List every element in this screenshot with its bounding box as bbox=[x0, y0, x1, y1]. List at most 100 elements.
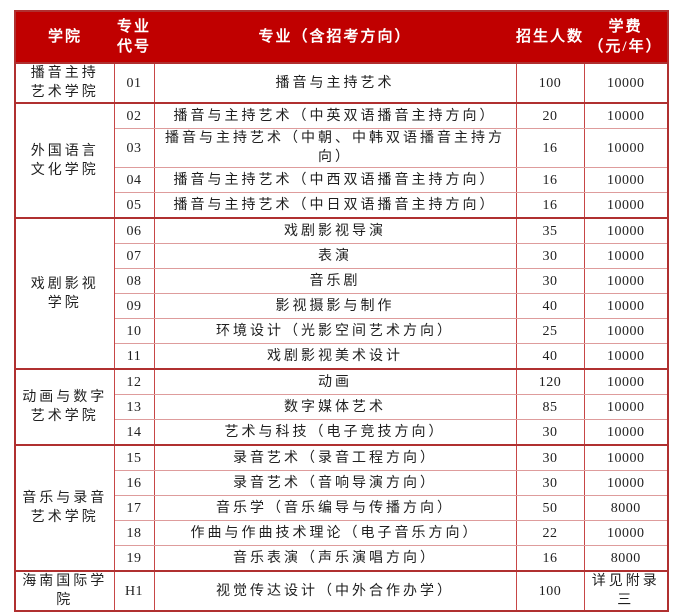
enrollment-cell: 100 bbox=[515, 62, 585, 104]
college-cell: 播音主持 艺术学院 bbox=[14, 62, 115, 104]
enrollment-cell: 30 bbox=[515, 243, 585, 269]
header-row: 学院 专业 代号 专业（含招考方向） 招生人数 学费 （元/年） bbox=[15, 11, 668, 64]
major-cell: 艺术与科技（电子竞技方向） bbox=[153, 419, 517, 446]
table-row: 11 戏剧影视美术设计 40 10000 bbox=[15, 343, 669, 370]
col-header-enrollment: 招生人数 bbox=[516, 11, 584, 64]
table-row: 05 播音与主持艺术（中日双语播音主持方向） 16 10000 bbox=[15, 192, 669, 219]
enrollment-cell: 16 bbox=[515, 128, 585, 168]
enrollment-cell: 100 bbox=[515, 570, 585, 612]
major-cell: 播音与主持艺术（中西双语播音主持方向） bbox=[153, 167, 517, 193]
tuition-cell: 详见附录三 bbox=[583, 570, 669, 612]
enrollment-cell: 25 bbox=[515, 318, 585, 344]
major-code-cell: 03 bbox=[113, 128, 155, 168]
enrollment-cell: 30 bbox=[515, 470, 585, 496]
major-cell: 戏剧影视导演 bbox=[153, 217, 517, 244]
enrollment-cell: 20 bbox=[515, 102, 585, 129]
enrollment-cell: 22 bbox=[515, 520, 585, 546]
tuition-cell: 10000 bbox=[583, 470, 669, 496]
enrollment-cell: 16 bbox=[515, 545, 585, 572]
table-row: 海南国际学院 H1 视觉传达设计（中外合作办学） 100 详见附录三 bbox=[14, 570, 669, 612]
major-cell: 作曲与作曲技术理论（电子音乐方向） bbox=[153, 520, 517, 546]
major-cell: 播音与主持艺术 bbox=[153, 62, 517, 104]
table-row: 03 播音与主持艺术（中朝、中韩双语播音主持方向） 16 10000 bbox=[15, 128, 669, 168]
major-code-cell: 15 bbox=[113, 444, 155, 471]
major-code-cell: 09 bbox=[113, 293, 155, 319]
college-cell: 动画与数字 艺术学院 bbox=[14, 368, 115, 446]
table-row: 09 影视摄影与制作 40 10000 bbox=[15, 293, 669, 319]
table-row: 16 录音艺术（音响导演方向） 30 10000 bbox=[15, 470, 669, 496]
major-cell: 音乐学（音乐编导与传播方向） bbox=[153, 495, 517, 521]
major-cell: 数字媒体艺术 bbox=[153, 394, 517, 420]
table-header: 学院 专业 代号 专业（含招考方向） 招生人数 学费 （元/年） bbox=[15, 11, 668, 64]
major-code-cell: 10 bbox=[113, 318, 155, 344]
major-code-cell: 14 bbox=[113, 419, 155, 446]
major-code-cell: 12 bbox=[113, 368, 155, 395]
major-code-cell: 04 bbox=[113, 167, 155, 193]
enrollment-cell: 120 bbox=[515, 368, 585, 395]
major-cell: 音乐表演（声乐演唱方向） bbox=[153, 545, 517, 572]
tuition-cell: 10000 bbox=[583, 62, 669, 104]
col-header-major-code: 专业 代号 bbox=[114, 11, 154, 64]
tuition-cell: 10000 bbox=[583, 102, 669, 129]
enrollment-cell: 40 bbox=[515, 343, 585, 370]
table-row: 19 音乐表演（声乐演唱方向） 16 8000 bbox=[15, 545, 669, 572]
major-code-cell: 05 bbox=[113, 192, 155, 219]
major-cell: 音乐剧 bbox=[153, 268, 517, 294]
table-row: 音乐与录音 艺术学院 15 录音艺术（录音工程方向） 30 10000 bbox=[14, 444, 669, 572]
major-cell: 录音艺术（录音工程方向） bbox=[153, 444, 517, 471]
tuition-cell: 10000 bbox=[583, 368, 669, 395]
table-body: 播音主持 艺术学院 01 播音与主持艺术 100 10000 外国语言 文化学院 02 播音与… bbox=[14, 62, 669, 612]
tuition-cell: 10000 bbox=[583, 318, 669, 344]
enrollment-cell: 50 bbox=[515, 495, 585, 521]
enrollment-cell: 30 bbox=[515, 419, 585, 446]
major-cell: 播音与主持艺术（中朝、中韩双语播音主持方向） bbox=[153, 128, 517, 168]
tuition-cell: 10000 bbox=[583, 243, 669, 269]
admissions-table: 学院 专业 代号 专业（含招考方向） 招生人数 学费 （元/年） 播音主持 艺术… bbox=[14, 10, 669, 612]
enrollment-cell: 16 bbox=[515, 192, 585, 219]
college-cell: 海南国际学院 bbox=[14, 570, 115, 612]
tuition-cell: 10000 bbox=[583, 128, 669, 168]
tuition-cell: 10000 bbox=[583, 444, 669, 471]
major-cell: 影视摄影与制作 bbox=[153, 293, 517, 319]
col-header-major: 专业（含招考方向） bbox=[154, 11, 516, 64]
enrollment-cell: 30 bbox=[515, 268, 585, 294]
enrollment-cell: 85 bbox=[515, 394, 585, 420]
table-row: 04 播音与主持艺术（中西双语播音主持方向） 16 10000 bbox=[15, 167, 669, 193]
college-cell: 外国语言 文化学院 bbox=[14, 102, 115, 219]
major-cell: 视觉传达设计（中外合作办学） bbox=[153, 570, 517, 612]
major-code-cell: H1 bbox=[113, 570, 155, 612]
table-row: 动画与数字 艺术学院 12 动画 120 10000 bbox=[14, 368, 669, 446]
tuition-cell: 10000 bbox=[583, 268, 669, 294]
college-cell: 戏剧影视 学院 bbox=[14, 217, 115, 370]
enrollment-cell: 40 bbox=[515, 293, 585, 319]
major-cell: 播音与主持艺术（中英双语播音主持方向） bbox=[153, 102, 517, 129]
major-code-cell: 06 bbox=[113, 217, 155, 244]
col-header-tuition: 学费 （元/年） bbox=[584, 11, 668, 64]
table-row: 戏剧影视 学院 06 戏剧影视导演 35 10000 bbox=[14, 217, 669, 370]
college-cell: 音乐与录音 艺术学院 bbox=[14, 444, 115, 572]
table-row: 18 作曲与作曲技术理论（电子音乐方向） 22 10000 bbox=[15, 520, 669, 546]
major-code-cell: 18 bbox=[113, 520, 155, 546]
table-row: 17 音乐学（音乐编导与传播方向） 50 8000 bbox=[15, 495, 669, 521]
major-cell: 表演 bbox=[153, 243, 517, 269]
col-header-college: 学院 bbox=[15, 11, 114, 64]
enrollment-cell: 16 bbox=[515, 167, 585, 193]
major-cell: 录音艺术（音响导演方向） bbox=[153, 470, 517, 496]
table-row: 外国语言 文化学院 02 播音与主持艺术（中英双语播音主持方向） 20 10000 bbox=[14, 102, 669, 219]
major-code-cell: 19 bbox=[113, 545, 155, 572]
enrollment-cell: 35 bbox=[515, 217, 585, 244]
tuition-cell: 10000 bbox=[583, 343, 669, 370]
major-code-cell: 02 bbox=[113, 102, 155, 129]
major-code-cell: 13 bbox=[113, 394, 155, 420]
major-cell: 动画 bbox=[153, 368, 517, 395]
major-code-cell: 16 bbox=[113, 470, 155, 496]
major-code-cell: 08 bbox=[113, 268, 155, 294]
major-code-cell: 07 bbox=[113, 243, 155, 269]
table-row: 10 环境设计（光影空间艺术方向） 25 10000 bbox=[15, 318, 669, 344]
major-code-cell: 17 bbox=[113, 495, 155, 521]
table-row: 播音主持 艺术学院 01 播音与主持艺术 100 10000 bbox=[14, 62, 669, 104]
tuition-cell: 10000 bbox=[583, 192, 669, 219]
tuition-cell: 10000 bbox=[583, 520, 669, 546]
major-code-cell: 01 bbox=[113, 62, 155, 104]
